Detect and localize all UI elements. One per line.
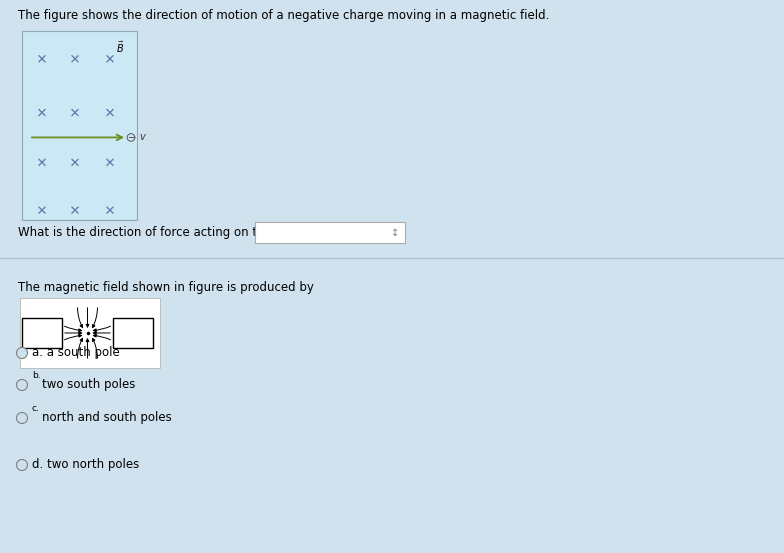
Text: The figure shows the direction of motion of a negative charge moving in a magnet: The figure shows the direction of motion… xyxy=(18,9,550,22)
Circle shape xyxy=(16,460,27,471)
Bar xyxy=(113,318,153,348)
Text: d. two north poles: d. two north poles xyxy=(32,458,140,472)
Text: two south poles: two south poles xyxy=(42,378,136,392)
Circle shape xyxy=(16,347,27,358)
Text: What is the direction of force acting on the charge?: What is the direction of force acting on… xyxy=(18,226,322,238)
Text: north and south poles: north and south poles xyxy=(42,411,172,425)
Circle shape xyxy=(16,413,27,424)
Bar xyxy=(255,222,405,243)
Bar xyxy=(22,318,62,348)
Text: a. a south pole: a. a south pole xyxy=(32,347,120,359)
Text: The magnetic field shown in figure is produced by: The magnetic field shown in figure is pr… xyxy=(18,281,314,294)
Circle shape xyxy=(16,379,27,390)
Text: ↕: ↕ xyxy=(391,227,399,238)
Text: v: v xyxy=(139,132,144,143)
Text: c.: c. xyxy=(32,404,40,414)
Text: b.: b. xyxy=(32,372,41,380)
Bar xyxy=(22,31,137,220)
Bar xyxy=(20,298,160,368)
Text: $\vec{B}$: $\vec{B}$ xyxy=(116,39,124,55)
